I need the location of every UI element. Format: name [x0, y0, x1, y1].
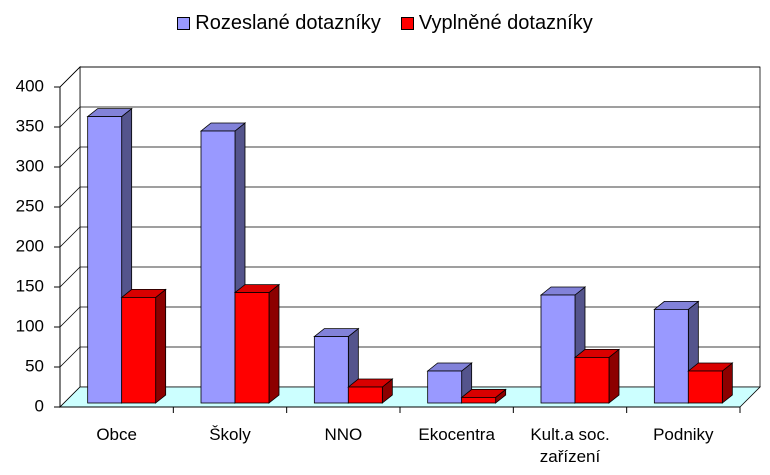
bar — [347, 386, 383, 404]
grid-line — [59, 346, 760, 368]
y-tick-label: 100 — [16, 316, 44, 335]
legend-swatch — [177, 17, 191, 30]
bar-side — [268, 283, 280, 404]
grid-line — [59, 146, 760, 168]
y-tick-label: 0 — [35, 396, 44, 415]
y-tick-label: 200 — [16, 236, 44, 255]
x-tick-label: Školy — [209, 425, 251, 444]
bar — [313, 336, 349, 404]
bar — [234, 292, 270, 404]
grid-line — [59, 106, 760, 128]
grid-line — [59, 186, 760, 208]
bar — [653, 308, 689, 404]
grid-line — [59, 66, 760, 88]
bar-side — [155, 288, 167, 404]
bar — [121, 296, 157, 404]
grid-line — [59, 226, 760, 248]
bar — [87, 116, 123, 404]
grid-line — [59, 266, 760, 288]
x-tick-label: Kult.a soc. zařízení — [530, 425, 610, 466]
x-tick-label: Obce — [96, 425, 137, 444]
legend: Rozeslané dotazníky Vyplněné dotazníky — [0, 12, 770, 35]
legend-swatch — [400, 17, 414, 30]
bar — [687, 370, 723, 404]
bar — [427, 370, 463, 404]
bar — [461, 396, 497, 404]
legend-item: Rozeslané dotazníky — [177, 12, 381, 35]
x-tick-label: NNO — [324, 425, 363, 444]
grid-line — [59, 306, 760, 328]
bar-side — [608, 348, 620, 404]
x-tick-label: Podniky — [653, 425, 714, 444]
bar — [574, 356, 610, 404]
y-tick-label: 150 — [16, 276, 44, 295]
bar — [540, 294, 576, 404]
y-tick-label: 300 — [16, 156, 44, 175]
y-tick-label: 50 — [25, 356, 44, 375]
bar — [200, 130, 236, 404]
legend-item: Vyplněné dotazníky — [400, 12, 593, 35]
y-tick-label: 250 — [16, 196, 44, 215]
legend-label: Rozeslané dotazníky — [195, 12, 381, 34]
x-tick-label: Ekocentra — [418, 425, 495, 444]
legend-label: Vyplněné dotazníky — [418, 12, 593, 34]
y-tick-label: 400 — [16, 76, 44, 95]
y-tick-label: 350 — [16, 116, 44, 135]
